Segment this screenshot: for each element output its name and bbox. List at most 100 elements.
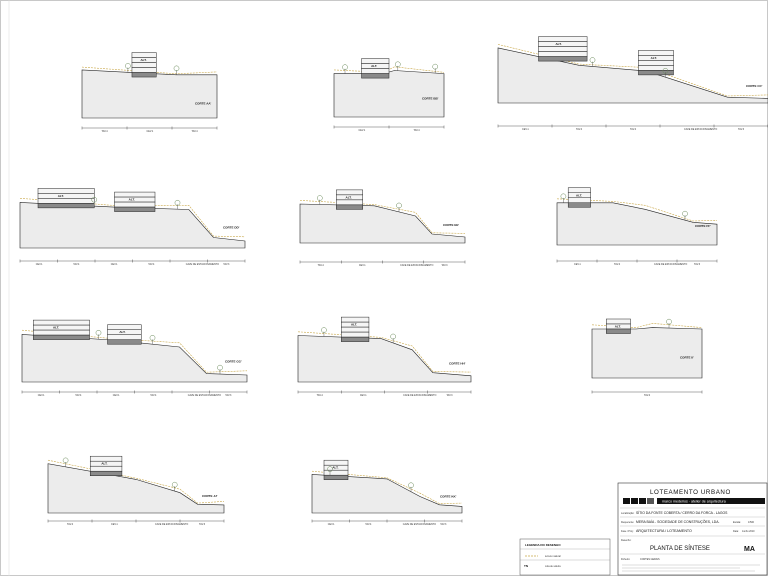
floor-level-label: ALT.	[346, 195, 352, 199]
station-label: CEV.1	[36, 263, 43, 266]
floor-slab	[567, 187, 591, 193]
station-label: CEV.1	[111, 263, 118, 266]
requerente-label: Requerente:	[621, 521, 634, 524]
station-label: CEV.1	[38, 394, 45, 397]
location-value: SÍTIO DA FONTE COBERTA / CERRO DA FORCA …	[636, 511, 728, 515]
station-label: CAVE DE ESTACIONAMENTO	[684, 128, 717, 131]
floor-slab	[89, 465, 123, 472]
floor-slab	[33, 329, 90, 336]
floor-slab	[538, 51, 588, 57]
station-label: CEV.1	[359, 129, 366, 132]
basement-block	[606, 328, 631, 334]
floor-slab	[114, 191, 156, 198]
ground-profile	[47, 463, 225, 514]
station-label: TAV.3	[446, 394, 453, 397]
station-label: CAVE DE ESTACIONAMENTO	[403, 394, 436, 397]
requerente-value: MERA BAÍA - SOCIEDADE DE CONSTRUÇÕES, LD…	[636, 519, 720, 524]
floor-slab	[323, 459, 349, 466]
station-label: TAV.3	[440, 523, 447, 526]
escala-value: 1/500	[748, 521, 755, 524]
basement-block	[37, 203, 95, 209]
ground-profile	[299, 203, 466, 244]
station-label: CAVE DE ESTACIONAMENTO	[400, 264, 433, 267]
floor-level-label: ALT.	[129, 198, 135, 202]
station-label: TAV.4	[318, 264, 325, 267]
station-label: CAVE DE ESTACIONAMENTO	[188, 394, 221, 397]
station-label: TAV.4	[67, 523, 74, 526]
floor-level-label: ALT.	[332, 466, 338, 470]
natural-terrain-line	[556, 198, 718, 222]
section-cs1: ALT. CORTE AA' TAV.4 CEV.1 TAV.4	[81, 52, 218, 133]
station-label: CAVE DE ESTACIONAMENTO	[186, 263, 219, 266]
station-label: TAV.3	[694, 263, 701, 266]
escala-label: Escala:	[733, 521, 741, 524]
title-block: LOTEAMENTO URBANO marco medeiros · ateli…	[617, 482, 768, 576]
station-label: TAV.4	[75, 394, 82, 397]
legend: LEGENDA DO DESENHO terreno natural TN co…	[519, 538, 611, 576]
section-cs2: ALT. CORTE BB' CEV.1 TAV.4	[333, 58, 445, 132]
fase-value: ARQUITECTURA / LOTEAMENTO	[636, 529, 692, 533]
tree-icon	[174, 199, 181, 206]
legend-title: LEGENDA DO DESENHO	[525, 543, 561, 547]
ficheiro-label: Ficheiro:	[621, 558, 631, 561]
station-label: CEV.1	[328, 523, 335, 526]
floor-slab	[37, 198, 95, 204]
station-label: TAV.4	[102, 130, 109, 133]
tree-icon	[396, 202, 402, 209]
section-label: CORTE JJ'	[202, 494, 218, 498]
station-label: TAV.4	[576, 128, 583, 131]
tree-icon	[95, 329, 102, 336]
station-label: TAV.4	[365, 523, 372, 526]
cross-sections: ALT. CORTE AA' TAV.4 CEV.1 TAV.4 ALT. CORTE BB…	[19, 36, 768, 526]
legend-item-terrain: terreno natural	[545, 555, 561, 558]
station-label: CEV.1	[113, 394, 120, 397]
data-label: Data:	[733, 530, 739, 533]
floor-slab	[89, 455, 123, 462]
ground-profile	[591, 327, 703, 379]
firm-tagline: marco medeiros · atelier de arquitectura	[662, 500, 726, 504]
natural-terrain-line	[47, 459, 225, 504]
station-label: TAV.4	[630, 128, 637, 131]
tree-icon	[408, 482, 414, 489]
basement-block	[114, 206, 156, 212]
legend-box	[519, 538, 611, 576]
section-cs7: ALT. ALT. CORTE GG' CEV.1 TAV.4 CEV.1 TAV.4 CAV…	[21, 319, 248, 397]
station-label: TAV.3	[199, 523, 206, 526]
tree-icon	[91, 196, 98, 203]
section-label: CORTE KK'	[440, 495, 457, 499]
basement-block	[638, 70, 674, 76]
floor-slab	[37, 188, 95, 194]
floor-slab	[638, 65, 674, 71]
station-label: TAV.4	[150, 394, 157, 397]
station-label: TAV.3	[223, 263, 230, 266]
ground-profile	[497, 47, 768, 104]
section-label: CORTE GG'	[225, 359, 242, 363]
floor-slab	[107, 334, 142, 340]
floor-level-label: ALT.	[351, 323, 357, 327]
floor-slab	[33, 324, 90, 331]
tree-icon	[682, 210, 688, 217]
section-cs4: ALT. ALT. CORTE DD' CEV.1 TAV.4 CEV.1 TAV.4 CAV…	[19, 188, 246, 266]
floor-slab	[567, 197, 591, 203]
legend-item-soleira: cota de soleira	[545, 565, 561, 568]
firm-logo	[623, 498, 654, 504]
tree-icon	[666, 318, 672, 325]
tree-icon	[171, 481, 178, 488]
floor-slab	[341, 331, 370, 338]
station-label: TAV.4	[414, 129, 421, 132]
section-label: CORTE EE'	[443, 223, 459, 227]
section-cs6: ALT. CORTE FF' CEV.1 TAV.4 CAVE DE ESTACIONA…	[556, 187, 718, 266]
floor-slab	[638, 50, 674, 56]
tree-icon	[316, 195, 323, 201]
floor-slab	[131, 52, 157, 58]
floor-slab	[341, 316, 370, 323]
floor-level-label: ALT.	[371, 64, 377, 68]
station-label: TAV.4	[317, 394, 324, 397]
legend-symbol-tn: TN	[524, 564, 528, 568]
tree-icon	[321, 327, 327, 333]
sheet-code: MA	[744, 546, 755, 553]
station-label: CEV.1	[360, 394, 367, 397]
floor-slab	[538, 36, 588, 42]
location-label: Localização:	[621, 512, 635, 515]
